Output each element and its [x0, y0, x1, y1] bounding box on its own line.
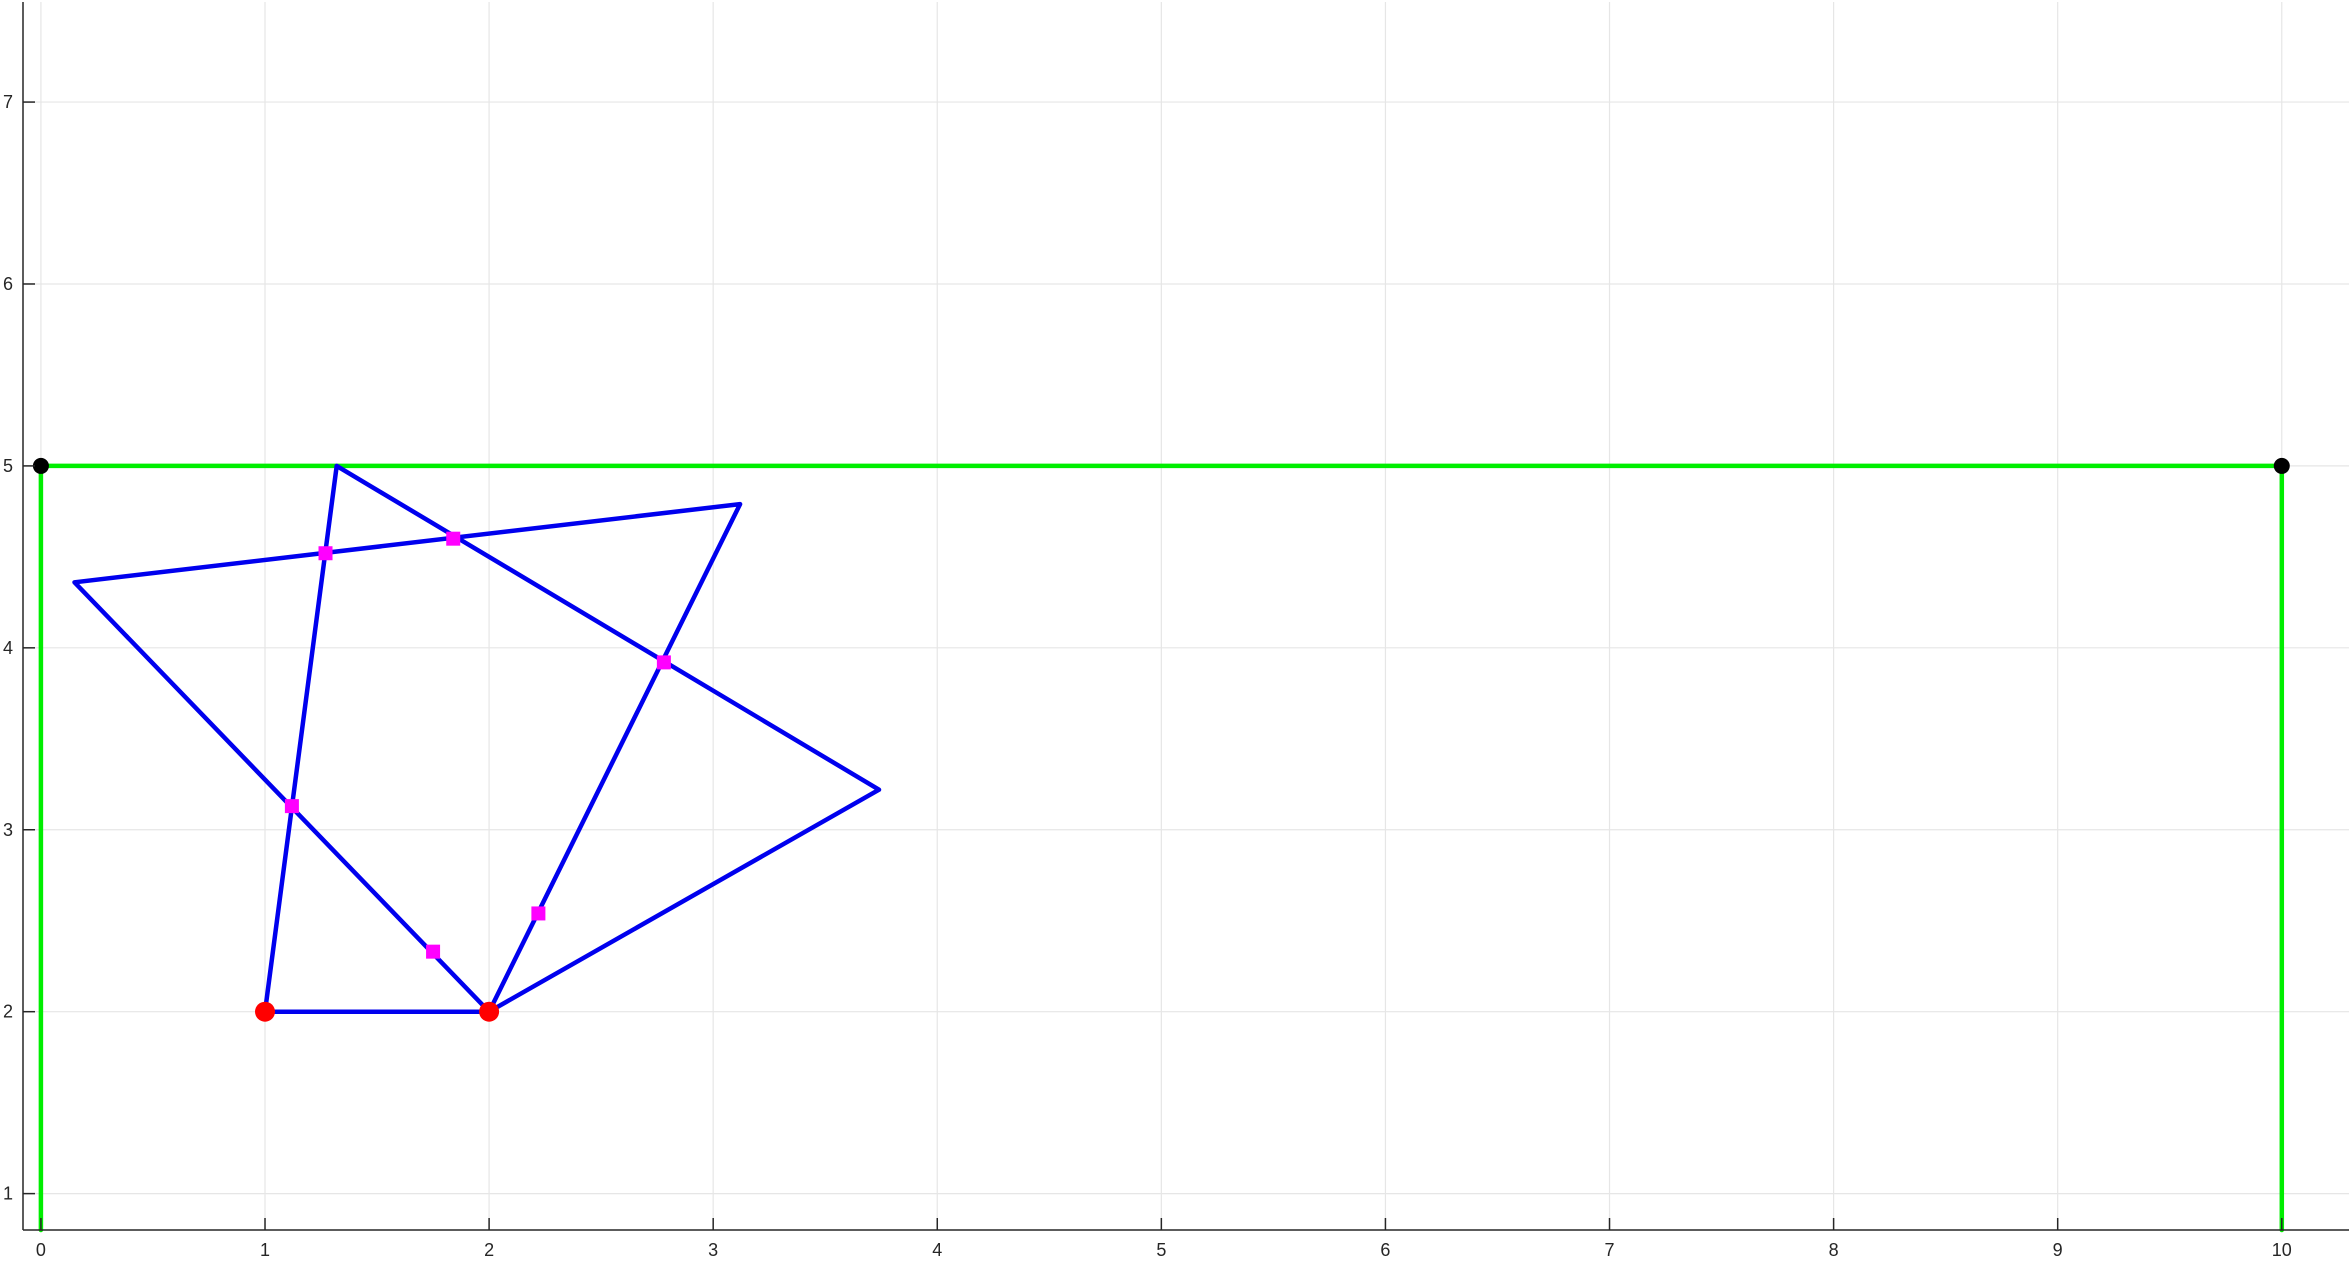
- point-marker: [32, 457, 49, 474]
- y-tick-label: 7: [3, 92, 13, 112]
- point-marker: [255, 1001, 276, 1022]
- x-tick-label: 5: [1156, 1240, 1166, 1260]
- x-tick-label: 4: [932, 1240, 942, 1260]
- point-marker: [479, 1001, 500, 1022]
- intersection-marker: [531, 906, 546, 921]
- x-tick-label: 6: [1380, 1240, 1390, 1260]
- x-tick-label: 2: [484, 1240, 494, 1260]
- y-tick-label: 4: [3, 638, 13, 658]
- x-tick-label: 1: [260, 1240, 270, 1260]
- axes: 0 1 2 3 4 5 6 7 8 9 10 1 2 3 4 5 6 7: [3, 2, 2349, 1260]
- x-tick-label: 0: [36, 1240, 46, 1260]
- y-tick-label: 2: [3, 1002, 13, 1022]
- y-tick-label: 5: [3, 456, 13, 476]
- x-tick-label: 10: [2272, 1240, 2292, 1260]
- x-tick-label: 8: [1829, 1240, 1839, 1260]
- intersection-marker: [318, 546, 333, 561]
- y-tick-label: 1: [3, 1184, 13, 1204]
- x-tick-label: 7: [1605, 1240, 1615, 1260]
- x-tick-label: 9: [2053, 1240, 2063, 1260]
- intersection-marker: [284, 799, 299, 814]
- intersection-marker: [656, 655, 671, 670]
- x-tick-label: 3: [708, 1240, 718, 1260]
- intersection-marker: [446, 531, 461, 546]
- marker-layer: [32, 457, 2290, 1022]
- intersection-marker: [426, 944, 441, 959]
- point-marker: [2273, 457, 2290, 474]
- y-tick-label: 6: [3, 274, 13, 294]
- series-layer: [38, 463, 2285, 1233]
- series-line: [38, 463, 2285, 1233]
- y-tick-label: 3: [3, 820, 13, 840]
- series-line: [72, 463, 882, 1014]
- grid: [23, 2, 2349, 1230]
